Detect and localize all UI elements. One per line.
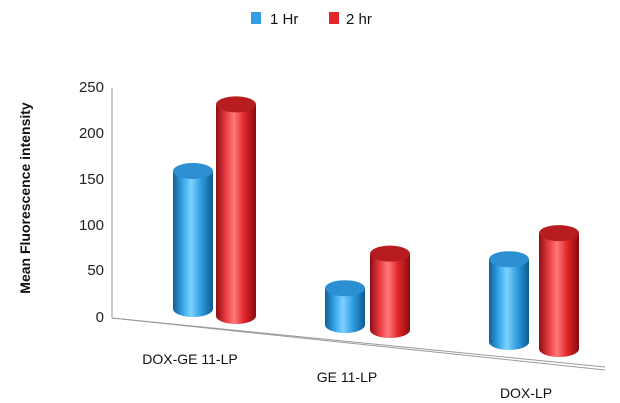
bar-body-dox-ge-11-lp-1-hr — [173, 171, 213, 317]
y-tick-200: 200 — [79, 125, 104, 142]
y-tick-250: 250 — [79, 79, 104, 96]
bar-body-dox-lp-2-hr — [539, 233, 579, 357]
bar-top-ge-11-lp-2-hr — [370, 245, 410, 262]
bar-body-ge-11-lp-2-hr — [370, 253, 410, 338]
y-axis-title: Mean Fluorescence intensity — [17, 102, 33, 294]
x-tick-ge11-lp: GE 11-LP — [317, 369, 377, 385]
x-tick-dox-ge11-lp: DOX-GE 11-LP — [142, 351, 237, 367]
y-tick-50: 50 — [87, 262, 104, 279]
bar-body-dox-lp-1-hr — [489, 259, 529, 350]
bar-ge-11-lp-1-hr — [325, 280, 365, 333]
bar-top-dox-lp-1-hr — [489, 251, 529, 268]
legend-swatch-2hr — [329, 12, 339, 24]
axes — [111, 88, 606, 371]
y-tick-100: 100 — [79, 217, 104, 234]
bars — [173, 96, 579, 357]
legend-label-1hr: 1 Hr — [270, 11, 298, 28]
x-axis-line — [111, 317, 606, 371]
bar-dox-ge-11-lp-1-hr — [173, 163, 213, 317]
legend-swatch-1hr — [251, 12, 261, 24]
legend: 1 Hr 2 hr — [251, 11, 372, 28]
y-tick-0: 0 — [96, 309, 104, 326]
bar-dox-lp-2-hr — [539, 225, 579, 357]
bar-body-ge-11-lp-1-hr — [325, 288, 365, 333]
bar-top-ge-11-lp-1-hr — [325, 280, 365, 297]
x-axis-ticks: DOX-GE 11-LP GE 11-LP DOX-LP — [142, 351, 552, 401]
y-tick-150: 150 — [79, 171, 104, 188]
y-axis-ticks: 0 50 100 150 200 250 — [79, 79, 104, 326]
bar-top-dox-ge-11-lp-1-hr — [173, 163, 213, 179]
bar-top-dox-lp-2-hr — [539, 225, 579, 242]
bar-dox-ge-11-lp-2-hr — [216, 96, 256, 325]
x-tick-dox-lp: DOX-LP — [500, 385, 552, 401]
bar-dox-lp-1-hr — [489, 251, 529, 350]
bar-top-dox-ge-11-lp-2-hr — [216, 96, 256, 113]
legend-label-2hr: 2 hr — [346, 11, 372, 28]
bar-ge-11-lp-2-hr — [370, 245, 410, 338]
bar-body-dox-ge-11-lp-2-hr — [216, 104, 256, 325]
